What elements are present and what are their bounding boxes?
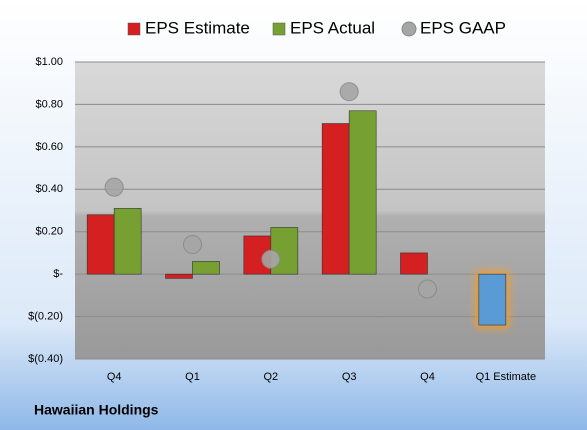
bar [192,261,220,275]
y-tick-label: $0.20 [35,226,63,238]
plot-area [75,62,545,359]
x-tick-label: Q4 [420,371,435,383]
legend-label: EPS Actual [290,18,375,37]
footer: Hawaiian Holdings [34,402,159,418]
legend-swatch [127,22,141,36]
y-tick-label: $0.80 [35,98,63,110]
gaap-marker [261,249,281,269]
y-tick-label: $(0.20) [28,310,63,322]
y-tick-label: $0.40 [35,183,63,195]
bar [348,110,377,275]
bar [478,273,507,326]
gaap-marker [339,82,359,102]
x-tick-label: Q3 [342,371,357,383]
bar [321,123,350,275]
gaap-marker [418,279,437,299]
legend-swatch [401,21,417,37]
gaap-marker [104,177,124,197]
x-tick-label: Q4 [107,371,122,383]
x-tick-label: Q2 [263,371,278,383]
legend-label: EPS Estimate [145,18,250,37]
y-tick-label: $(0.40) [28,353,63,365]
y-tick-label: $0.60 [35,141,63,153]
bar [113,208,142,275]
bar [165,273,193,279]
x-tick-label: Q1 Estimate [476,371,537,383]
legend-swatch [272,22,286,36]
gaap-marker [183,234,202,254]
y-tick-label: $1.00 [35,56,63,68]
legend-label: EPS GAAP [420,18,506,37]
bar [400,252,428,275]
bar [86,214,115,275]
x-tick-label: Q1 [185,371,200,383]
y-tick-label: $- [53,268,63,280]
